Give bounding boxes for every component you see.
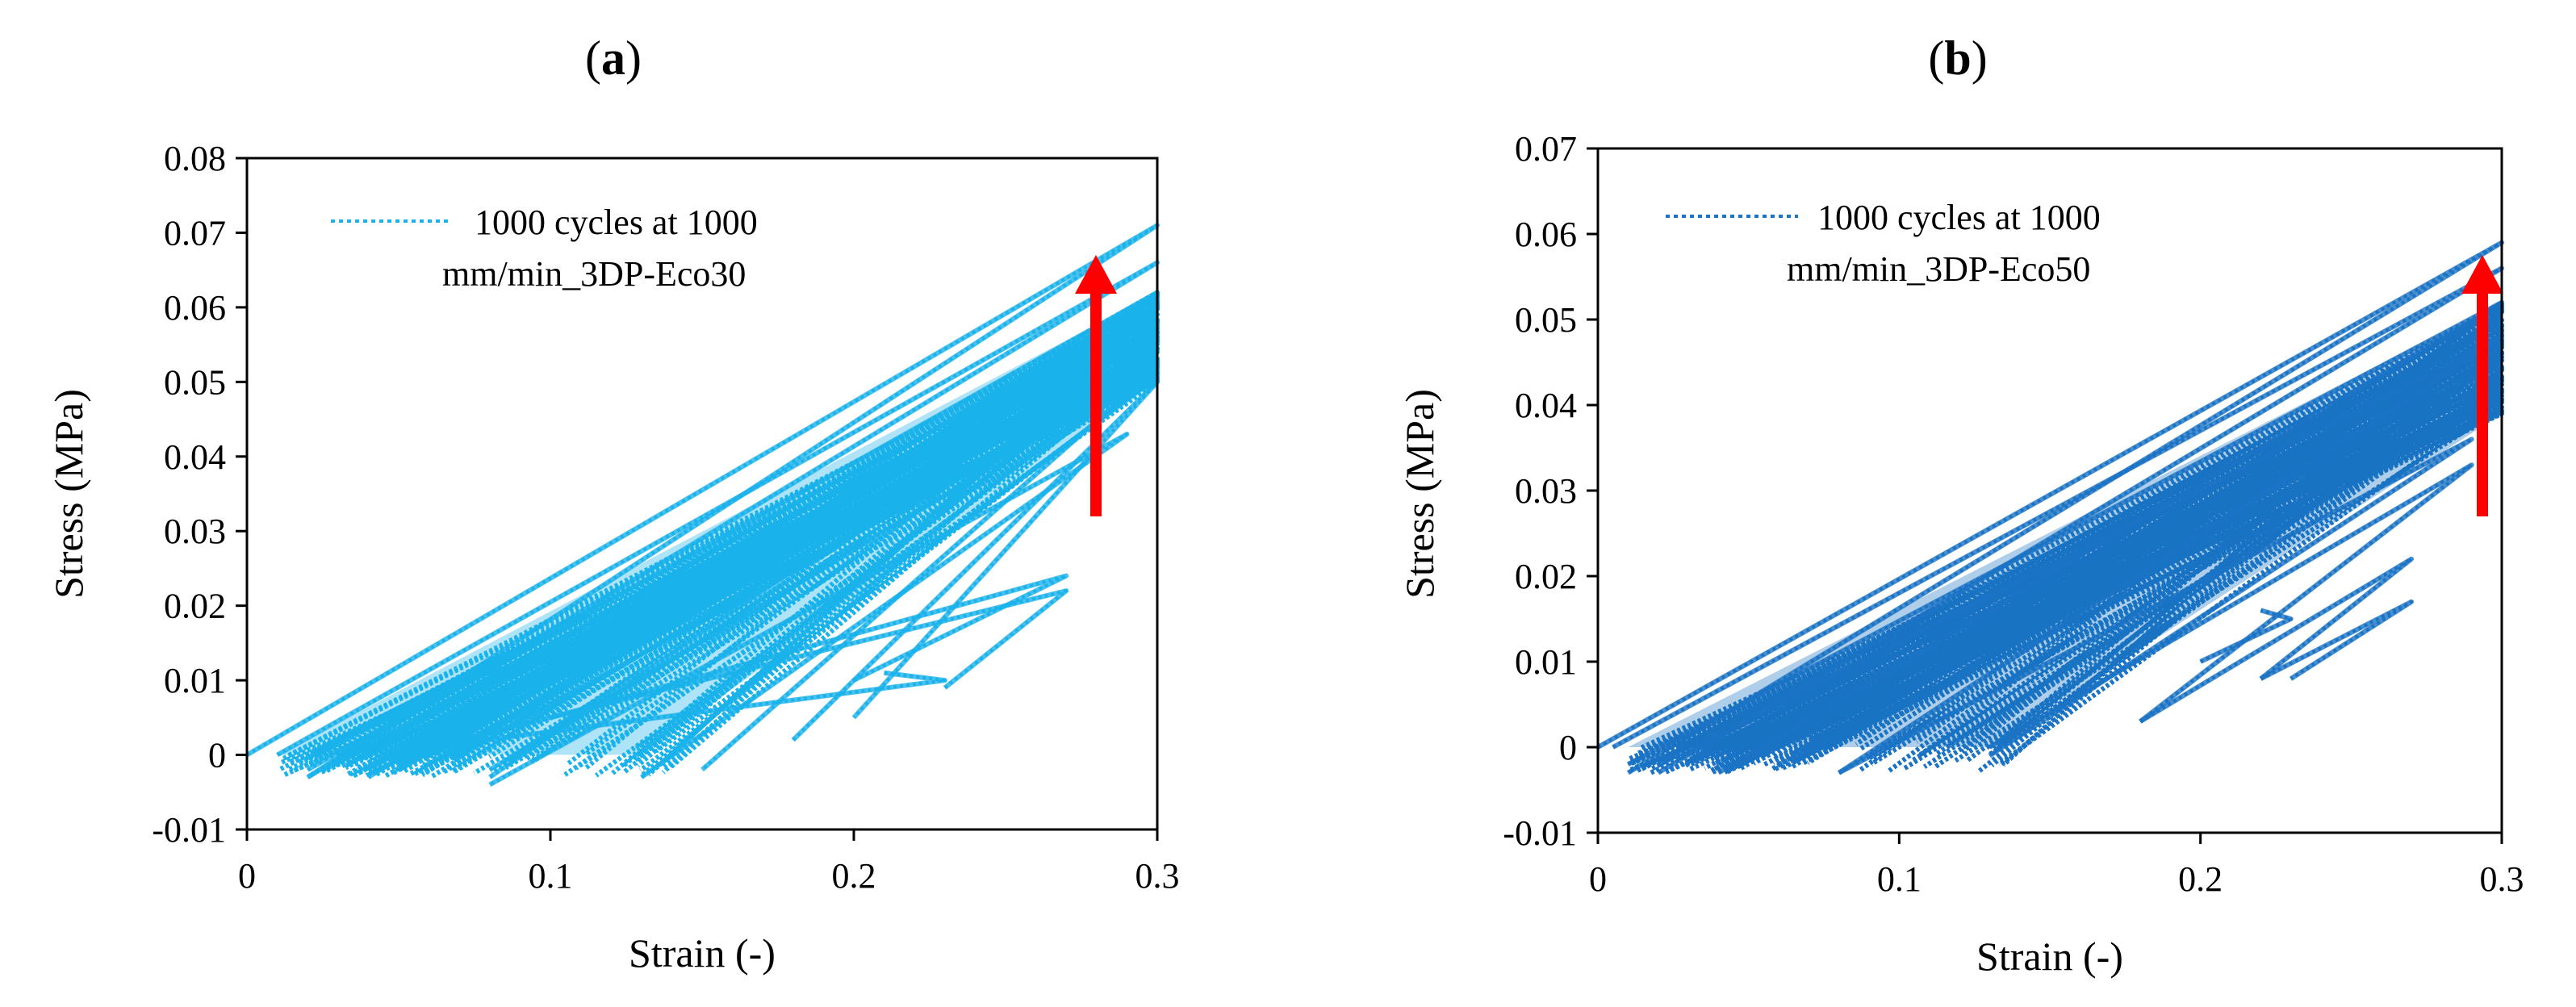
y-tick-label: 0.05 xyxy=(164,362,226,402)
cycle-line-solid xyxy=(2199,608,2294,664)
panel-b-y-ticks: -0.01 0 0.01 0.02 0.03 0.04 0.05 0.06 0.07 xyxy=(1503,129,1598,853)
cycle-band-line xyxy=(299,353,1160,770)
y-tick-label: 0 xyxy=(208,736,226,775)
panel-a-label: (a) xyxy=(585,31,642,85)
y-tick-label: 0.07 xyxy=(164,213,226,253)
x-tick-label: 0 xyxy=(1589,859,1607,899)
panel-a-data xyxy=(245,223,1160,788)
cycle-line-solid xyxy=(398,588,1069,758)
cycle-band-line xyxy=(1706,330,2504,754)
y-tick-label: 0.04 xyxy=(1515,386,1577,425)
x-tick-label: 0.2 xyxy=(832,856,876,896)
panel-a-x-ticks: 0 0.1 0.2 0.3 xyxy=(238,829,1180,896)
x-tick-label: 0.1 xyxy=(529,856,573,896)
panel-a-y-axis-title: Stress (MPa) xyxy=(46,389,91,599)
y-tick-label: 0.04 xyxy=(164,437,226,477)
y-tick-label: 0.02 xyxy=(164,587,226,626)
legend-line-2: mm/min_3DP-Eco30 xyxy=(442,254,746,294)
y-tick-label: 0.03 xyxy=(1515,471,1577,511)
y-tick-label: 0.03 xyxy=(164,512,226,551)
panel-b-label: (b) xyxy=(1928,31,1987,85)
y-tick-label: 0.08 xyxy=(164,139,226,178)
y-tick-label: 0.07 xyxy=(1515,129,1577,169)
x-tick-label: 0.1 xyxy=(1877,859,1922,899)
cycle-band-fill xyxy=(277,292,1158,755)
cycle-line-solid xyxy=(429,670,947,750)
cycle-band-fill xyxy=(1628,302,2502,747)
panel-b-y-axis-title: Stress (MPa) xyxy=(1397,389,1442,599)
legend-line-2: mm/min_3DP-Eco50 xyxy=(1787,249,2090,289)
panel-b: (b) -0.01 0 0.01 0.02 0.03 0.04 0.05 0.06 0.07 0… xyxy=(1397,31,2524,979)
panel-a-plot-frame xyxy=(245,157,1159,831)
y-tick-label: 0.02 xyxy=(1515,557,1577,596)
panel-a-arrow xyxy=(1075,255,1117,516)
x-tick-label: 0.3 xyxy=(1135,856,1180,896)
y-tick-label: 0.06 xyxy=(1515,215,1577,254)
cycle-band-line xyxy=(1773,311,2504,759)
increase-arrow-head xyxy=(1075,255,1117,294)
cycle-band-line xyxy=(1739,353,2504,764)
cycle-line-solid xyxy=(2259,599,2414,681)
y-tick-label: 0.05 xyxy=(1515,300,1577,340)
cycle-band-line xyxy=(365,328,1160,778)
x-tick-label: 0.3 xyxy=(2480,859,2524,899)
panel-b-x-axis-title: Strain (-) xyxy=(1976,934,2123,979)
panel-a-y-ticks: -0.01 0 0.01 0.02 0.03 0.04 0.05 0.06 0.07 0.08 xyxy=(152,139,247,850)
panel-a-legend-label: 1000 cycles at 1000 mm/min_3DP-Eco30 xyxy=(442,203,758,294)
increase-arrow-head xyxy=(2461,255,2503,294)
cycle-line-solid xyxy=(1838,437,2474,775)
legend-line-1: 1000 cycles at 1000 xyxy=(475,203,758,242)
y-tick-label: 0.01 xyxy=(1515,642,1577,682)
y-tick-label: 0 xyxy=(1559,728,1577,767)
panel-b-arrow xyxy=(2461,255,2503,516)
panel-b-x-ticks: 0 0.1 0.2 0.3 xyxy=(1589,833,2524,899)
panel-b-data xyxy=(1596,240,2504,775)
y-tick-label: 0.01 xyxy=(164,661,226,700)
cycle-line-solid xyxy=(488,432,1130,788)
cycle-band-line xyxy=(1635,312,2504,772)
panel-a-x-axis-title: Strain (-) xyxy=(629,930,776,976)
cycle-line-solid xyxy=(2139,556,2414,724)
y-tick-label: -0.01 xyxy=(1503,813,1577,853)
y-tick-label: -0.01 xyxy=(152,810,226,850)
cycle-band-line xyxy=(1801,299,2504,755)
panel-b-legend-label: 1000 cycles at 1000 mm/min_3DP-Eco50 xyxy=(1787,198,2101,289)
panel-a-legend: 1000 cycles at 1000 mm/min_3DP-Eco30 xyxy=(331,203,758,294)
x-tick-label: 0.2 xyxy=(2178,859,2223,899)
legend-line-1: 1000 cycles at 1000 xyxy=(1817,198,2101,237)
panel-b-legend: 1000 cycles at 1000 mm/min_3DP-Eco50 xyxy=(1666,198,2101,289)
y-tick-label: 0.06 xyxy=(164,288,226,328)
cycle-line-solid xyxy=(550,573,1069,721)
x-tick-label: 0 xyxy=(238,856,256,896)
panel-a: (a) -0.01 0 0.01 0.02 0.03 0.04 0.05 0.06 0.07 0.… xyxy=(46,31,1180,976)
cycle-band-line xyxy=(1650,325,2504,775)
